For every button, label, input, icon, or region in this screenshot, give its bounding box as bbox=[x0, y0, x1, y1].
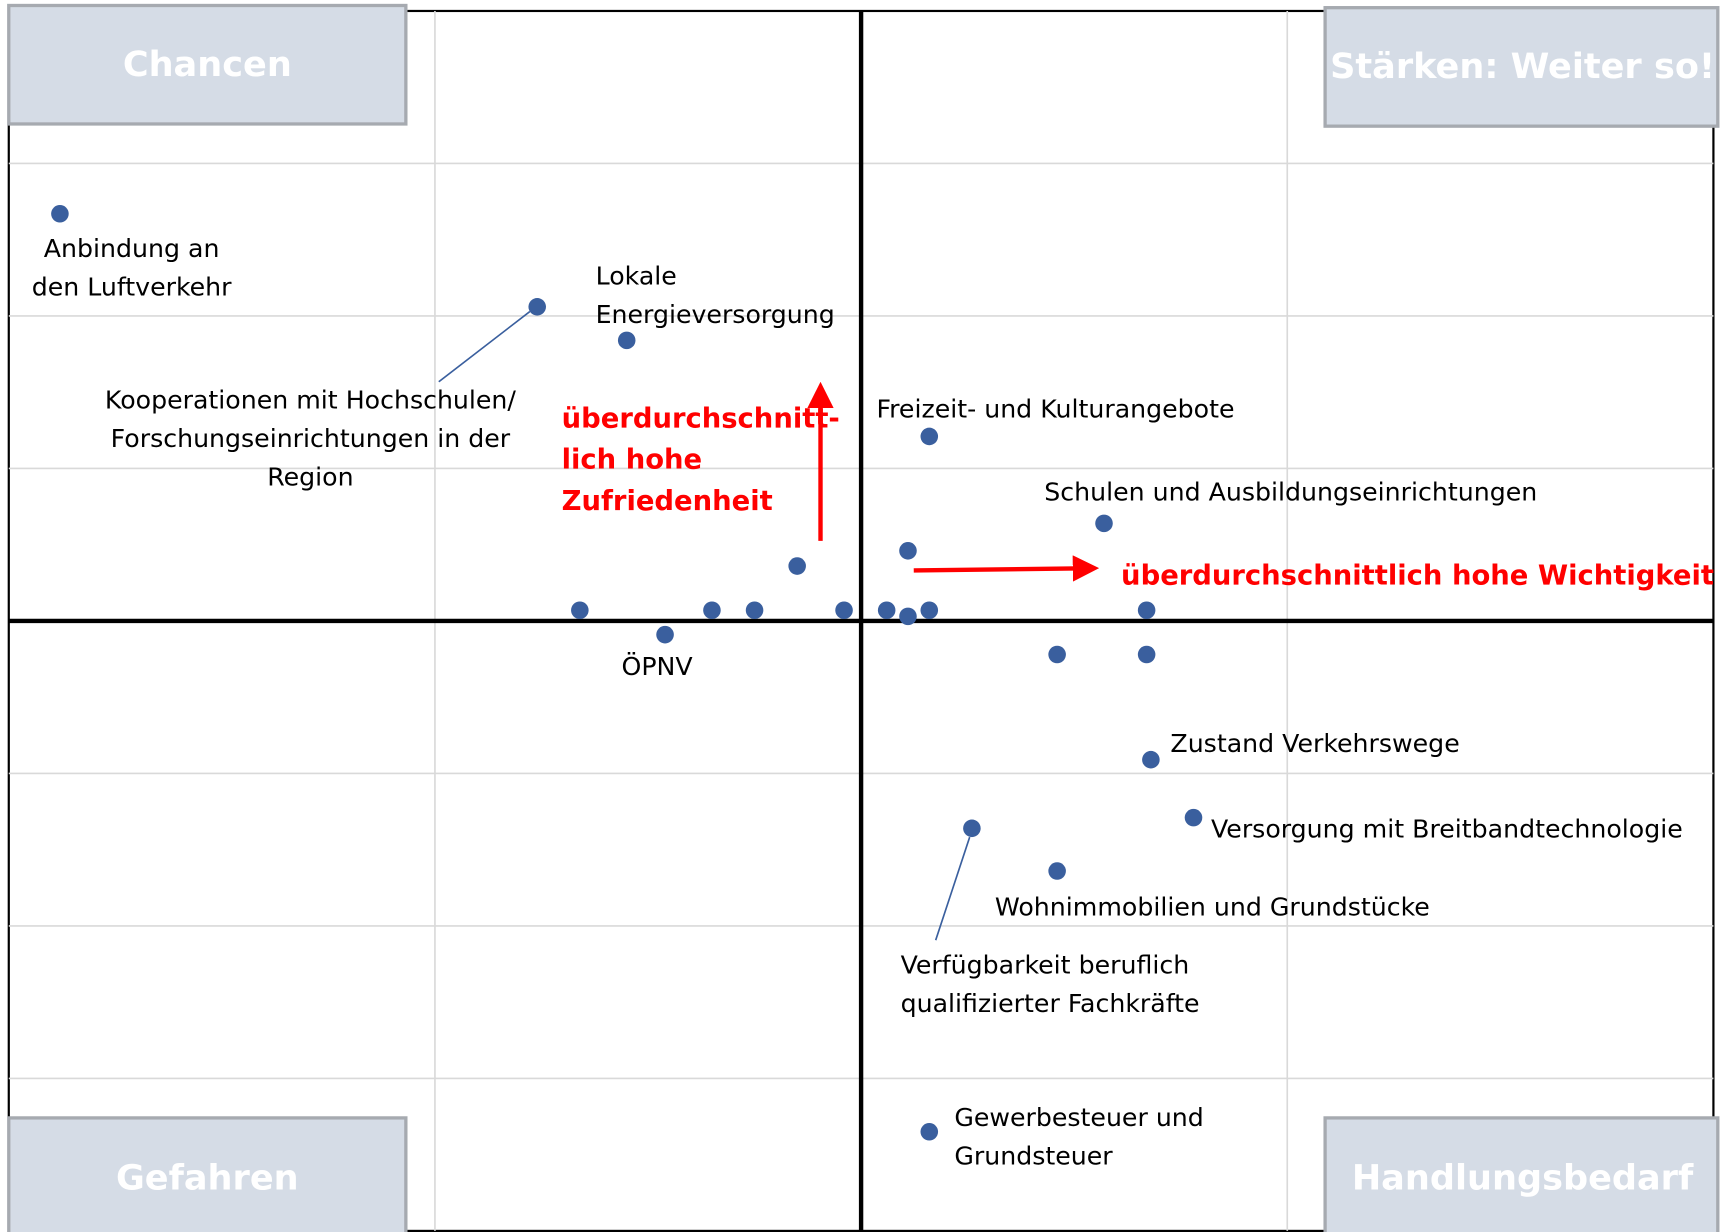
annotation: Zufriedenheit bbox=[562, 486, 773, 517]
annotation: lich hohe bbox=[562, 444, 703, 475]
point bbox=[656, 625, 674, 644]
quadrant-label: Handlungsbedarf bbox=[1352, 1157, 1694, 1198]
quadrant-label: Stärken: Weiter so! bbox=[1330, 46, 1715, 87]
point-label: Gewerbesteuer und bbox=[954, 1103, 1203, 1132]
point bbox=[899, 542, 917, 560]
point bbox=[1095, 514, 1113, 533]
point bbox=[703, 601, 721, 620]
point bbox=[877, 601, 896, 620]
point-label: ÖPNV bbox=[621, 652, 693, 681]
arrow-right bbox=[913, 555, 1100, 582]
point-label: Wohnimmobilien und Grundstücke bbox=[995, 892, 1430, 921]
point-label: Lokale bbox=[596, 262, 677, 291]
point-label: Kooperationen mit Hochschulen/ bbox=[105, 386, 516, 415]
point bbox=[745, 601, 764, 620]
point bbox=[1137, 601, 1156, 620]
point bbox=[571, 601, 589, 620]
point bbox=[835, 601, 853, 620]
point-label: den Luftverkehr bbox=[32, 273, 232, 302]
point-label: Anbindung an bbox=[44, 234, 220, 263]
point-label: Versorgung mit Breitbandtechnologie bbox=[1211, 814, 1683, 843]
quadrant-box bbox=[1323, 1116, 1720, 1232]
point-label: qualifizierter Fachkräfte bbox=[901, 989, 1200, 1018]
point bbox=[1184, 808, 1203, 827]
point bbox=[899, 607, 917, 626]
quadrant-bottom-right: Handlungsbedarf bbox=[1323, 1116, 1720, 1232]
leader-line bbox=[438, 310, 531, 383]
point-label: Region bbox=[267, 462, 353, 491]
point-label: Zustand Verkehrswege bbox=[1170, 729, 1459, 758]
quadrant-bottom-left: Gefahren bbox=[7, 1116, 408, 1232]
point bbox=[920, 1123, 939, 1141]
point bbox=[1048, 645, 1066, 664]
quadrant-top-right: Stärken: Weiter so! bbox=[1323, 6, 1720, 128]
leader-line bbox=[934, 836, 971, 941]
annotation: überdurchschnittlich hohe Wichtigkeit bbox=[1121, 561, 1714, 592]
point bbox=[617, 331, 636, 350]
point bbox=[1048, 862, 1066, 880]
point bbox=[1137, 645, 1156, 664]
point bbox=[963, 819, 981, 838]
point bbox=[920, 427, 939, 446]
quadrant-box bbox=[1323, 6, 1720, 128]
point bbox=[51, 205, 69, 223]
point-label: Grundsteuer bbox=[954, 1141, 1113, 1170]
point bbox=[920, 601, 939, 620]
point-label: Energieversorgung bbox=[596, 300, 835, 329]
quadrant-label: Chancen bbox=[123, 44, 292, 85]
quadrant-label: Gefahren bbox=[116, 1157, 299, 1198]
point-label: Forschungseinrichtungen in der bbox=[111, 424, 511, 453]
quadrant-box bbox=[7, 3, 408, 126]
axes bbox=[8, 10, 1714, 1231]
point bbox=[528, 298, 546, 316]
points: Anbindung an den Luftverkehr Kooperationen… bbox=[32, 205, 1683, 1170]
point bbox=[1142, 750, 1160, 769]
point-label: Schulen und Ausbildungseinrichtungen bbox=[1044, 478, 1537, 507]
point bbox=[788, 557, 806, 575]
annotation: überdurchschnitt- bbox=[562, 404, 840, 435]
quadrant-box bbox=[7, 1116, 408, 1232]
point-label: Freizeit- und Kulturangebote bbox=[876, 394, 1234, 423]
point-label: Verfügbarkeit beruflich bbox=[901, 951, 1190, 980]
quadrant-top-left: Chancen bbox=[7, 3, 408, 126]
